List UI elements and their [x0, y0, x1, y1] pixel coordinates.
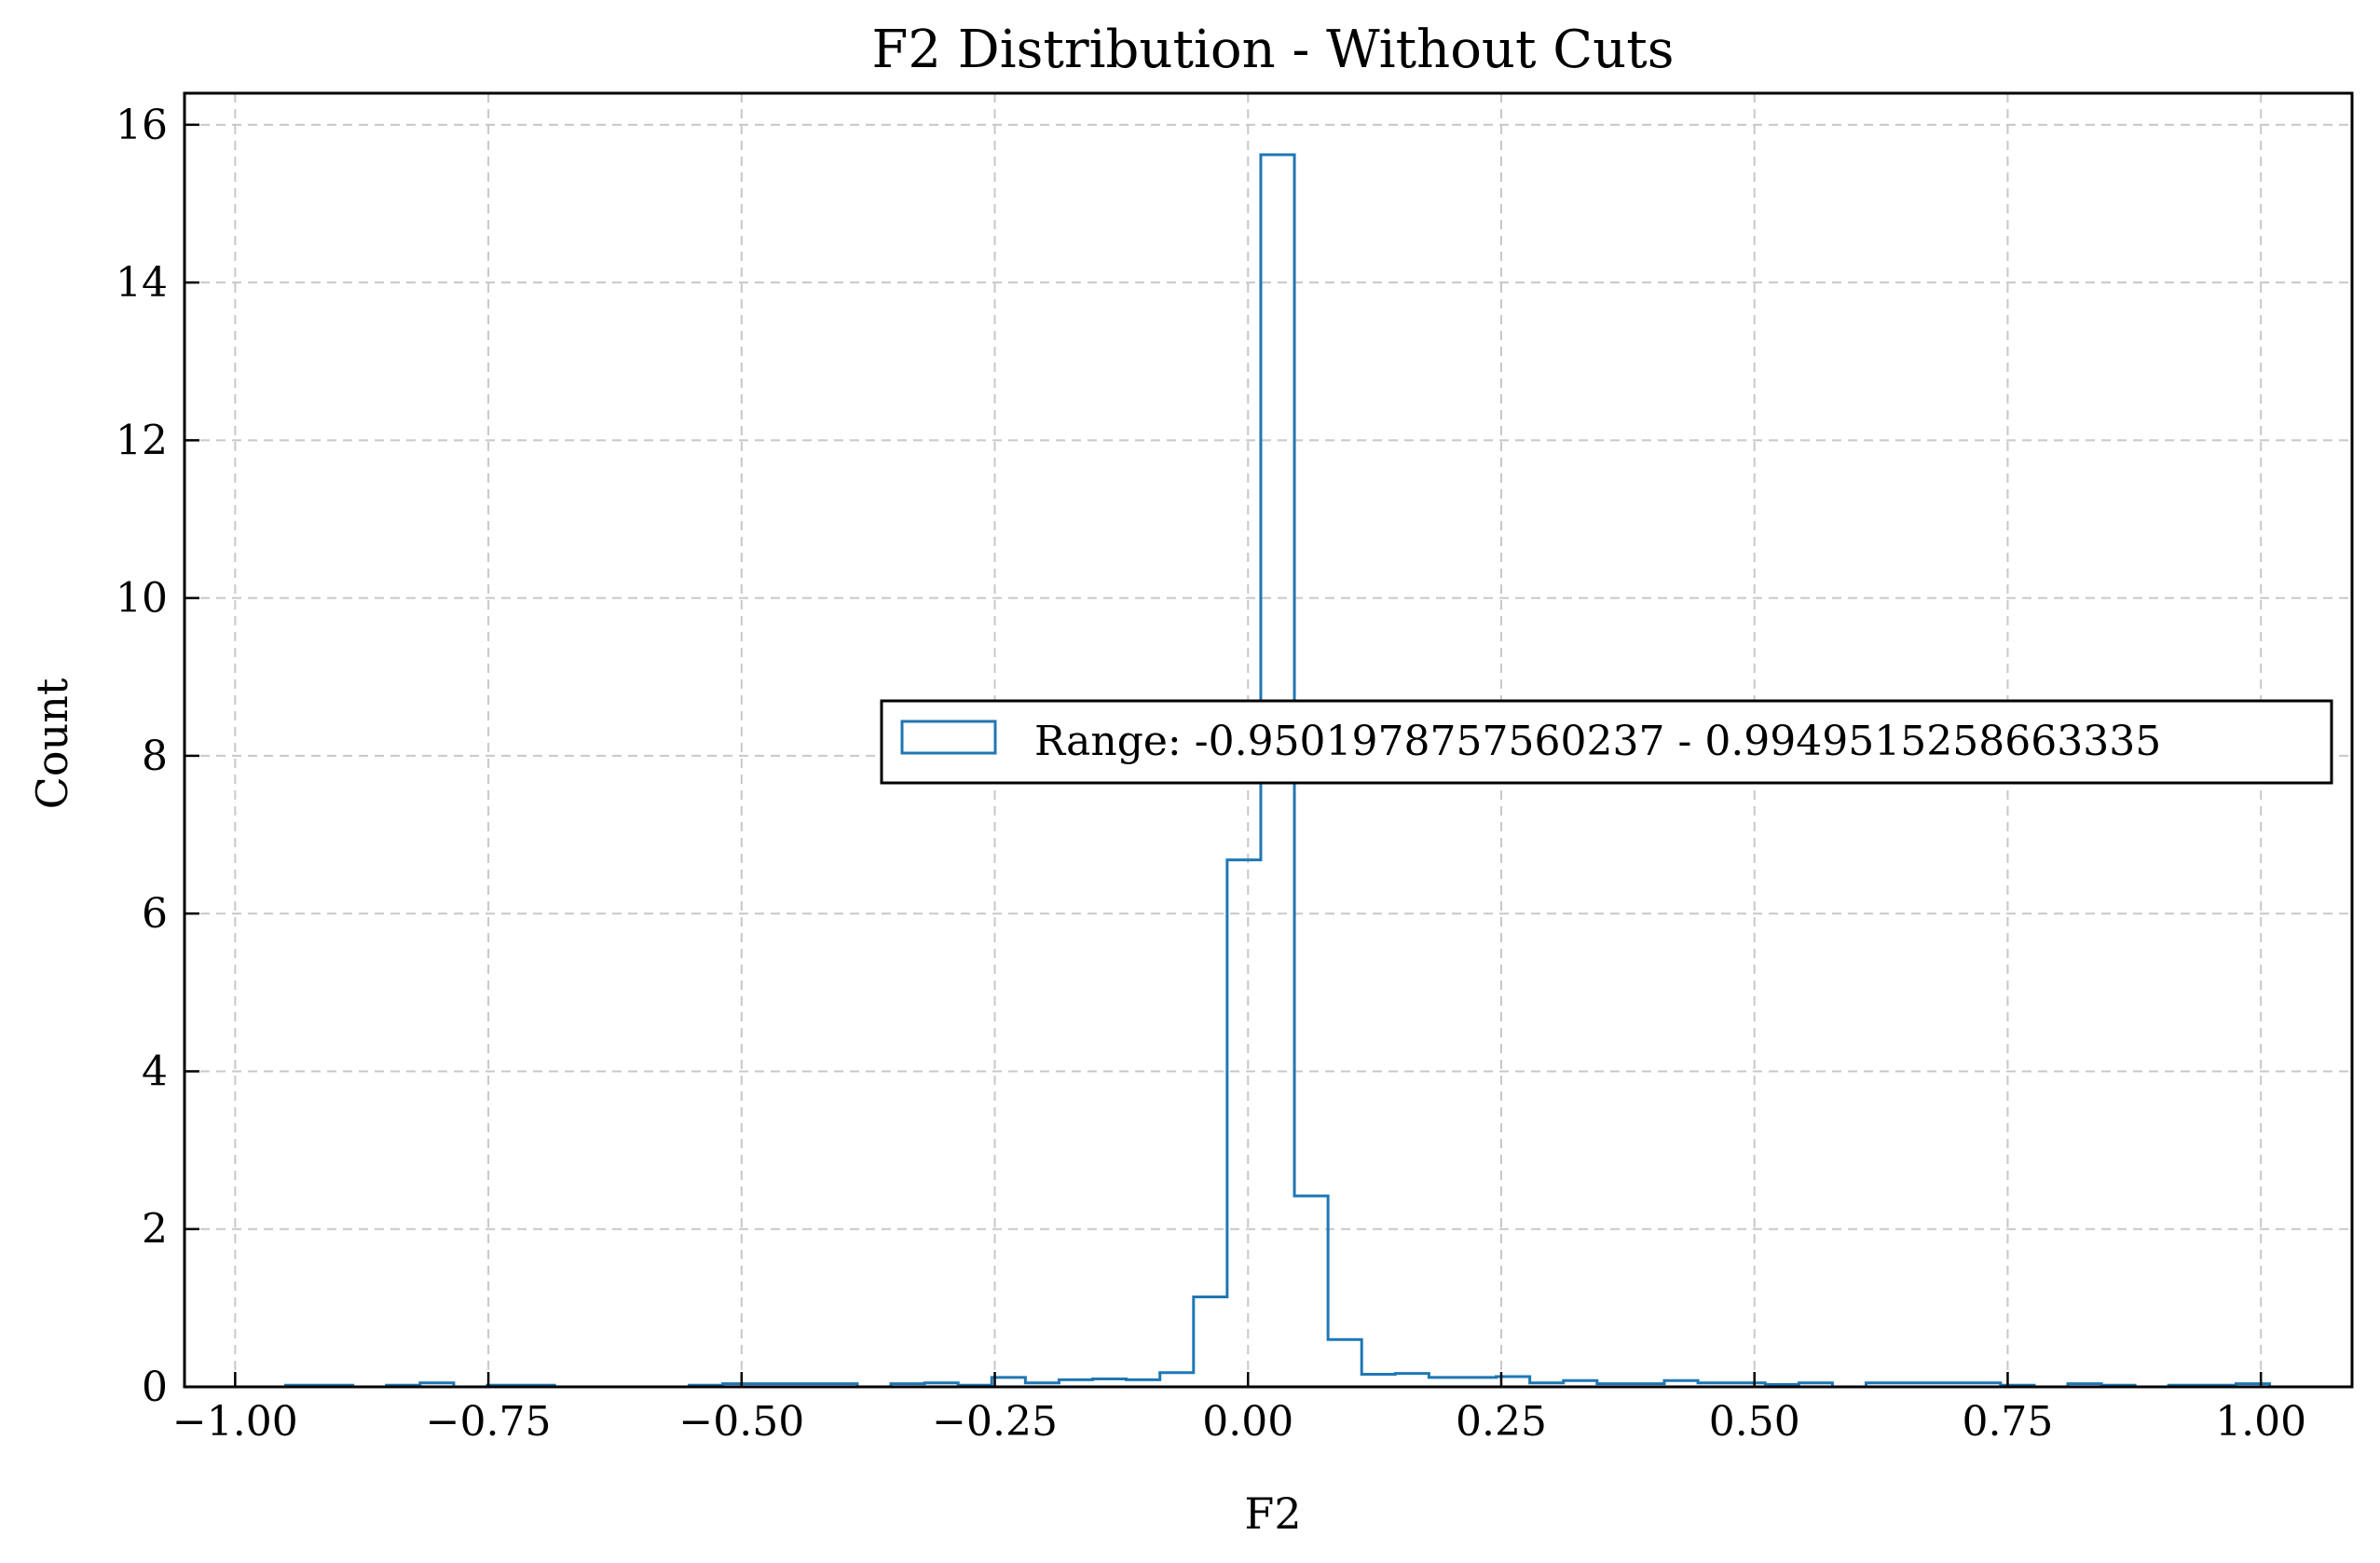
- x-tick-label: −1.00: [172, 1398, 298, 1446]
- legend: Range: -0.9501978757560237 - 0.994951525…: [880, 699, 2333, 785]
- x-tick-label: 0.25: [1456, 1398, 1547, 1446]
- y-tick-label: 14: [116, 259, 168, 307]
- histogram-bin: [1462, 1378, 1496, 1387]
- x-tick-label: 1.00: [2215, 1398, 2306, 1446]
- y-tick-label: 4: [142, 1048, 168, 1095]
- x-tick-label: −0.50: [678, 1398, 804, 1446]
- y-tick-label: 16: [116, 102, 168, 149]
- plot-frame: [183, 91, 2354, 1389]
- y-axis-title: Count: [27, 678, 77, 809]
- legend-label: Range: -0.9501978757560237 - 0.994951525…: [1034, 718, 2161, 765]
- y-tick-label: 12: [116, 417, 168, 464]
- x-tick-label: −0.75: [426, 1398, 552, 1446]
- x-tick-label: −0.25: [932, 1398, 1058, 1446]
- x-tick-label: 0.00: [1202, 1398, 1293, 1446]
- legend-swatch: [900, 720, 997, 755]
- y-tick-label: 10: [116, 575, 168, 623]
- histogram-bin: [1227, 860, 1261, 1387]
- x-axis-title: F2: [1244, 1488, 1301, 1539]
- y-tick-label: 0: [142, 1364, 168, 1411]
- x-tick-label: 0.75: [1962, 1398, 2053, 1446]
- histogram-bin: [1429, 1378, 1462, 1387]
- y-tick-label: 2: [142, 1206, 168, 1254]
- histogram-bin: [1194, 1297, 1227, 1387]
- histogram-bin: [992, 1378, 1025, 1387]
- legend-box: [880, 699, 2333, 785]
- axis-ticks: −1.00 −0.75 −0.50 −0.25 0.00 0.25 0.50 0.75 1.00…: [116, 102, 2306, 1446]
- y-tick-label: 6: [142, 890, 168, 938]
- histogram-bin: [1361, 1374, 1395, 1387]
- y-tick-label: 8: [142, 733, 168, 780]
- histogram-bin: [1160, 1373, 1194, 1387]
- x-tick-label: 0.50: [1709, 1398, 1800, 1446]
- histogram-bin: [1294, 1196, 1328, 1387]
- histogram-bin: [1328, 1339, 1361, 1387]
- histogram-bin: [1395, 1374, 1429, 1387]
- chart-title: F2 Distribution - Without Cuts: [872, 20, 1675, 80]
